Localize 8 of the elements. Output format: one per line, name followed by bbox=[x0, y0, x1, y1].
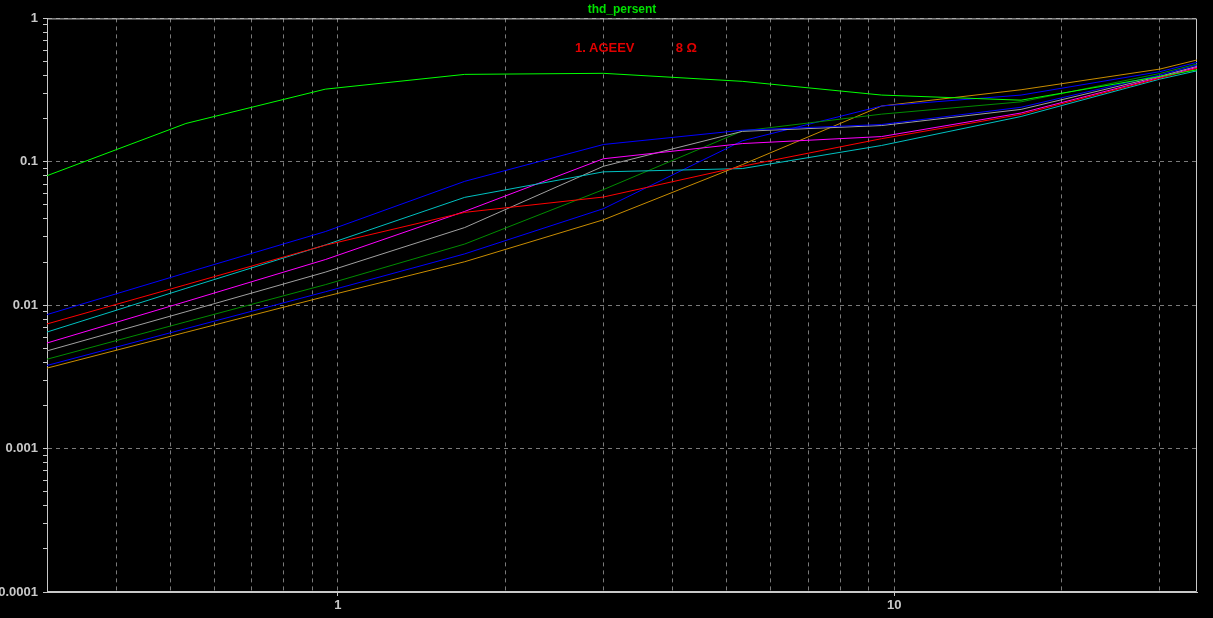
y-tick-label: 0.1 bbox=[19, 153, 38, 169]
chart-title: thd_persent bbox=[587, 1, 657, 16]
y-tick-label: 0.01 bbox=[12, 296, 38, 312]
annotation: 8 Ω bbox=[675, 39, 698, 55]
annotation: 1. AGEEV bbox=[575, 39, 635, 55]
y-tick-label: 0.001 bbox=[5, 440, 38, 456]
y-tick-label: 1 bbox=[30, 9, 38, 25]
x-tick-label: 10 bbox=[887, 597, 902, 613]
